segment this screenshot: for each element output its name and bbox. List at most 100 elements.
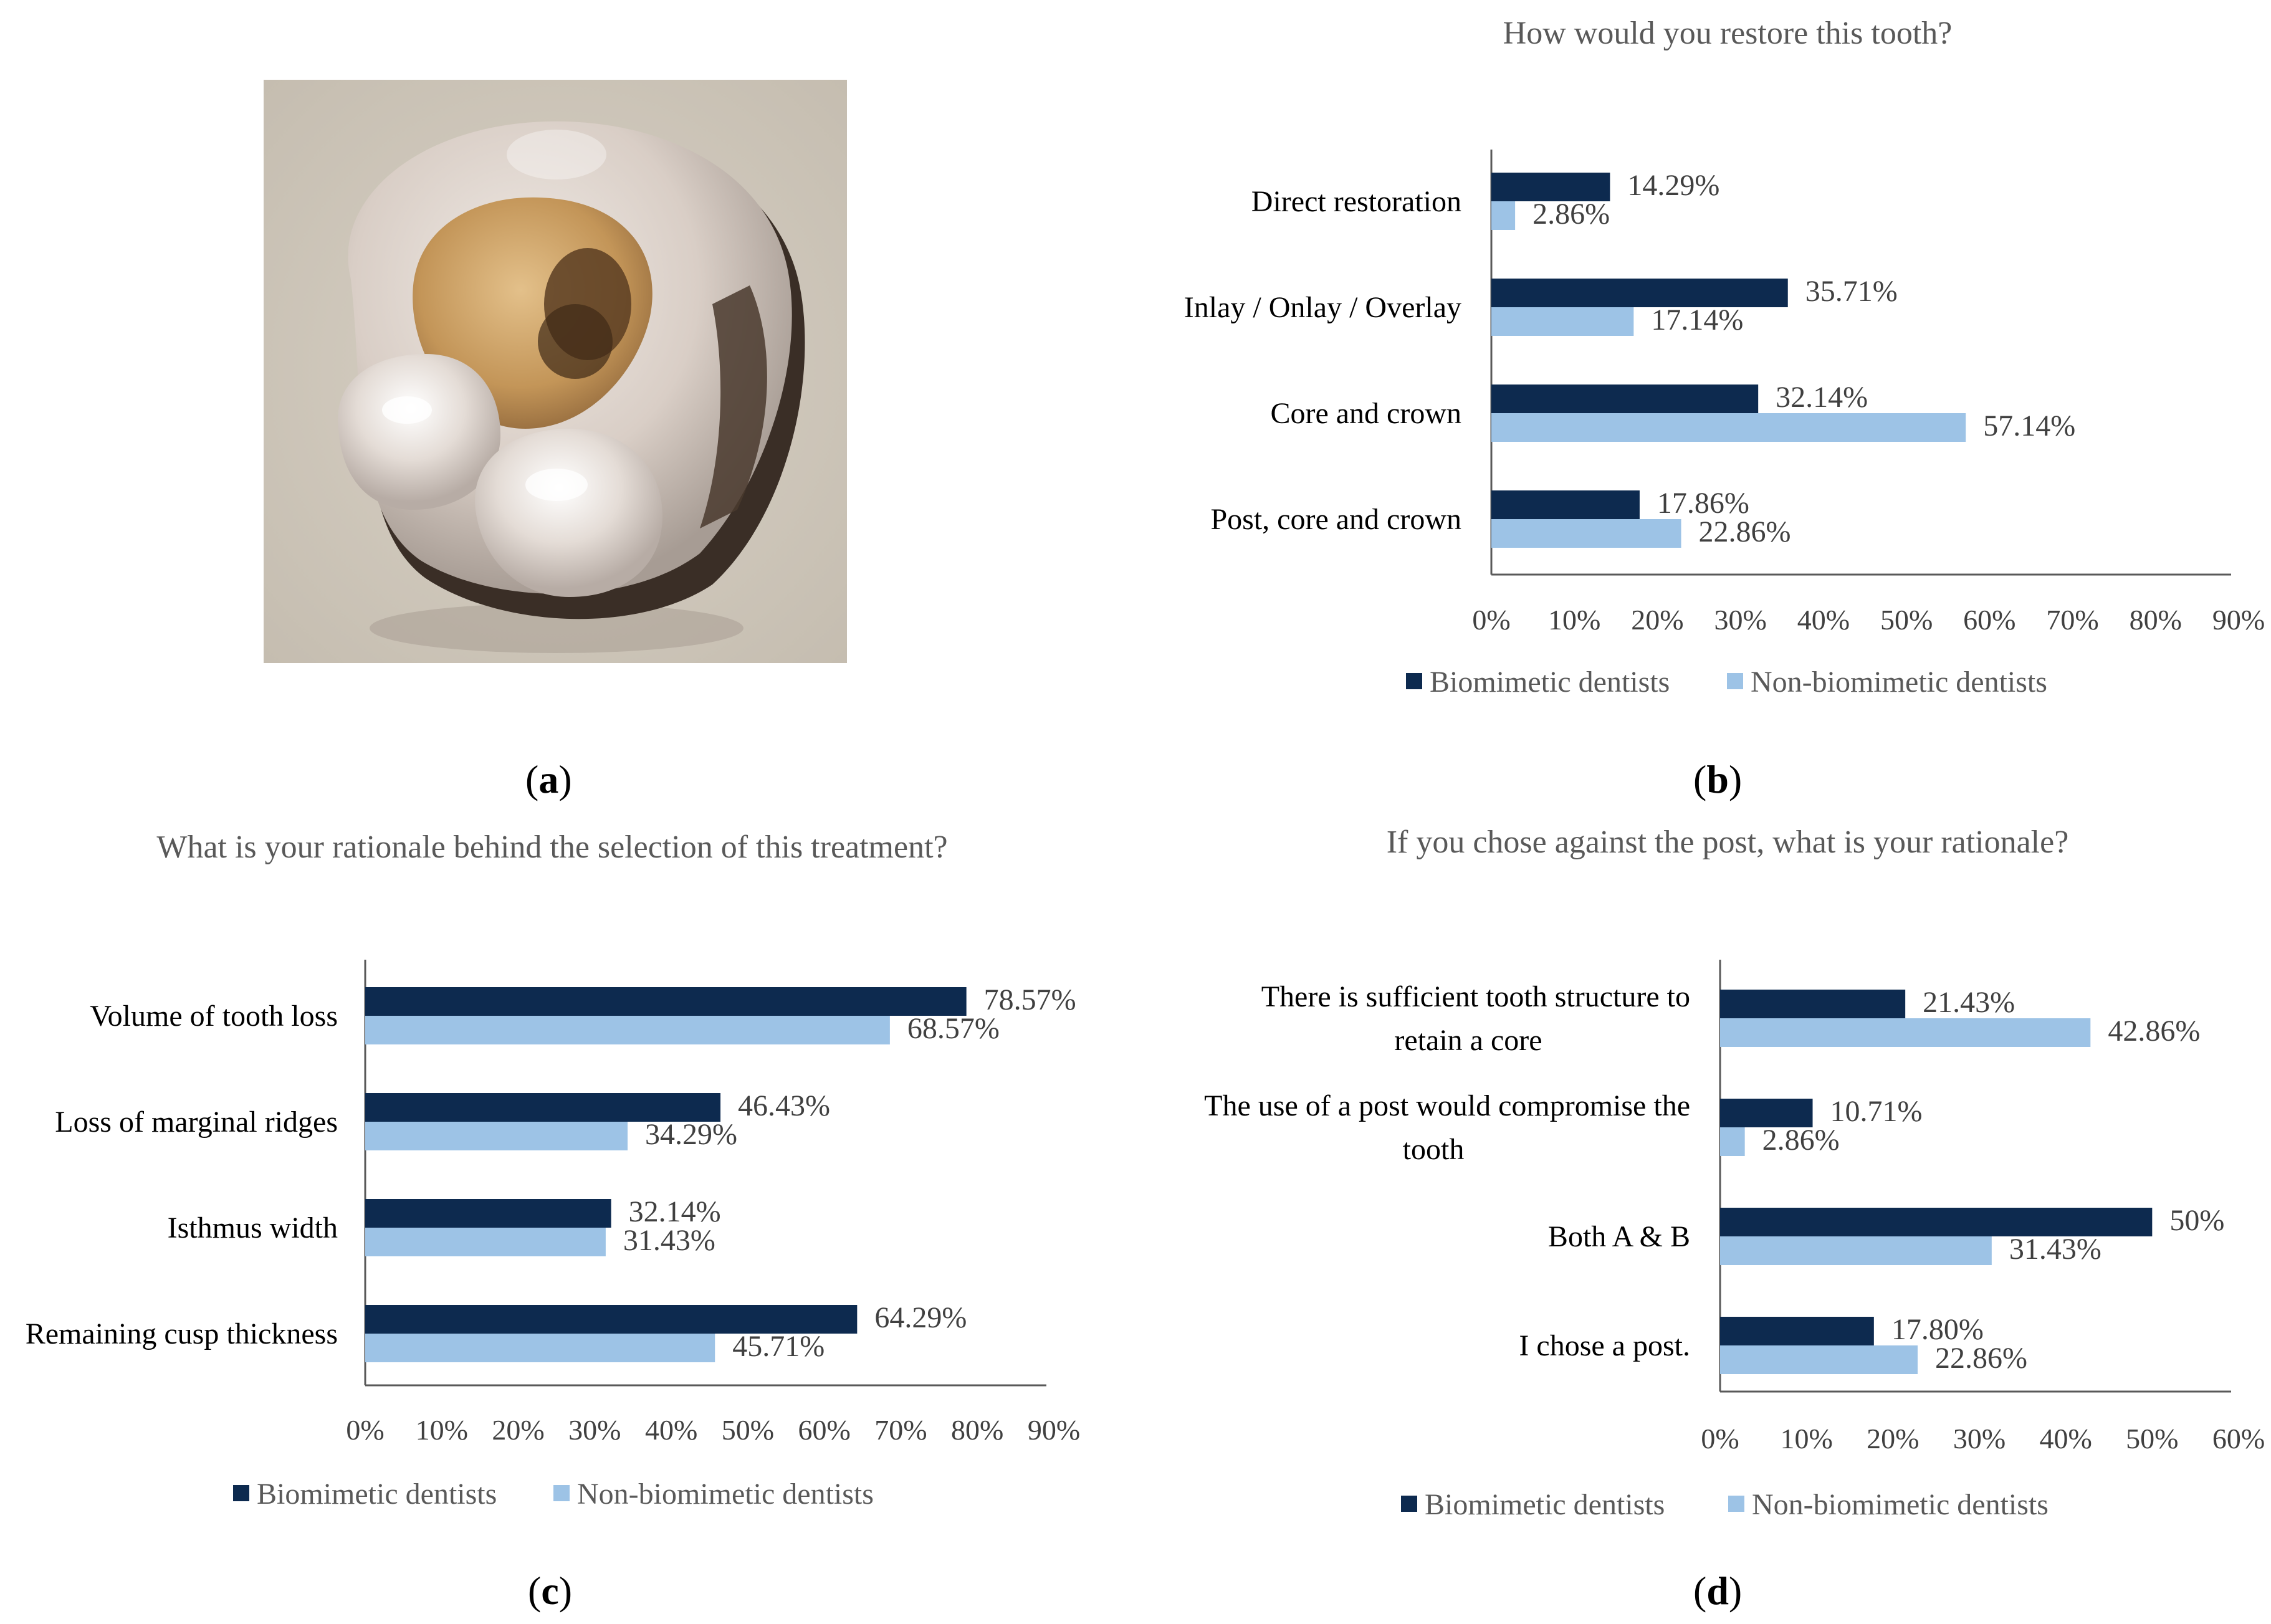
chart-b-bar-non-biomimetic	[1491, 519, 1681, 548]
chart-c-data-label: 64.29%	[874, 1301, 967, 1334]
chart-c-legend-swatch-non-biomimetic	[553, 1485, 570, 1501]
chart-d-legend-label: Non-biomimetic dentists	[1752, 1488, 2049, 1521]
tooth-photo	[264, 80, 847, 663]
chart-b-category-label: Direct restoration	[1251, 185, 1461, 218]
chart-d-data-label: 21.43%	[1923, 986, 2015, 1019]
panel-label-b: (b)	[1693, 757, 1743, 801]
chart-b-x-tick: 20%	[1631, 604, 1683, 636]
chart-c-x-tick: 70%	[874, 1414, 927, 1446]
chart-c-data-label: 32.14%	[629, 1195, 721, 1228]
chart-b-bar-non-biomimetic	[1491, 307, 1634, 336]
chart-c-data-label: 31.43%	[623, 1224, 715, 1257]
chart-b-x-tick: 50%	[1880, 604, 1933, 636]
chart-b-category-label: Post, core and crown	[1210, 503, 1461, 536]
chart-d-data-label: 10.71%	[1830, 1095, 1923, 1128]
chart-b-data-label: 32.14%	[1776, 381, 1868, 414]
chart-c-data-label: 78.57%	[984, 983, 1076, 1016]
chart-b-legend-label: Biomimetic dentists	[1430, 666, 1670, 699]
chart-b-x-tick: 70%	[2046, 604, 2098, 636]
chart-d-x-tick: 40%	[2040, 1423, 2092, 1454]
chart-c-legend-swatch-biomimetic	[233, 1485, 249, 1501]
chart-d-category-label: retain a core	[1394, 1024, 1542, 1057]
chart-d-legend-label: Biomimetic dentists	[1425, 1488, 1665, 1521]
chart-d-data-label: 31.43%	[2009, 1233, 2101, 1266]
chart-b-data-label: 17.86%	[1657, 487, 1749, 520]
chart-c-legend-label: Biomimetic dentists	[257, 1478, 497, 1511]
chart-d-data-label: 2.86%	[1762, 1124, 1840, 1157]
chart-c-category-label: Remaining cusp thickness	[26, 1317, 338, 1350]
chart-c-category-label: Isthmus width	[168, 1211, 338, 1244]
chart-b-bar-biomimetic	[1491, 490, 1640, 519]
chart-b-data-label: 22.86%	[1699, 515, 1791, 548]
chart-d-x-tick: 10%	[1781, 1423, 1833, 1454]
chart-d-x-tick: 60%	[2212, 1423, 2265, 1454]
chart-c-x-tick: 80%	[951, 1414, 1003, 1446]
chart-d-legend-swatch-biomimetic	[1401, 1496, 1417, 1512]
chart-b-bar-biomimetic	[1491, 385, 1759, 413]
panel-label-a: (a)	[525, 757, 572, 801]
chart-b-bar-biomimetic	[1491, 173, 1610, 201]
chart-b-data-label: 2.86%	[1532, 198, 1610, 231]
chart-c-bar-biomimetic	[365, 1305, 858, 1334]
chart-c-x-tick: 0%	[346, 1414, 384, 1446]
chart-b-legend-swatch-non-biomimetic	[1727, 673, 1743, 689]
chart-c-category-label: Loss of marginal ridges	[55, 1106, 338, 1139]
chart-b-bar-non-biomimetic	[1491, 201, 1516, 230]
chart-b-legend-label: Non-biomimetic dentists	[1751, 666, 2047, 699]
chart-c-category-label: Volume of tooth loss	[90, 1000, 338, 1033]
chart-c-x-tick: 60%	[798, 1414, 851, 1446]
chart-b-title: How would you restore this tooth?	[1503, 16, 1953, 51]
chart-d-bar-non-biomimetic	[1720, 1127, 1745, 1156]
chart-c-data-label: 45.71%	[732, 1330, 825, 1363]
chart-d-x-tick: 30%	[1953, 1423, 2006, 1454]
chart-c-title: What is your rationale behind the select…	[156, 829, 947, 865]
chart-c-x-tick: 90%	[1028, 1414, 1080, 1446]
chart-b-bar-biomimetic	[1491, 279, 1788, 307]
chart-d-bar-biomimetic	[1720, 990, 1906, 1018]
chart-b-category-label: Core and crown	[1270, 397, 1461, 430]
chart-b-legend-swatch-biomimetic	[1406, 673, 1422, 689]
chart-c-data-label: 46.43%	[738, 1089, 830, 1122]
chart-c-x-tick: 10%	[416, 1414, 468, 1446]
chart-b-data-label: 35.71%	[1805, 275, 1898, 308]
chart-c-bar-non-biomimetic	[365, 1122, 628, 1150]
chart-c-data-label: 34.29%	[645, 1118, 737, 1151]
chart-b-x-tick: 30%	[1714, 604, 1767, 636]
chart-d-category-label: There is sufficient tooth structure to	[1261, 980, 1690, 1013]
chart-d-data-label: 50%	[2169, 1204, 2224, 1237]
chart-b-data-label: 14.29%	[1627, 169, 1719, 202]
chart-d-x-tick: 50%	[2126, 1423, 2178, 1454]
chart-b-category-label: Inlay / Onlay / Overlay	[1184, 291, 1461, 324]
chart-c-bar-non-biomimetic	[365, 1016, 890, 1044]
chart-d-category-label: The use of a post would compromise the	[1204, 1089, 1690, 1122]
chart-b-x-tick: 40%	[1797, 604, 1850, 636]
chart-d-bar-non-biomimetic	[1720, 1345, 1918, 1374]
chart-c-bar-biomimetic	[365, 1199, 611, 1228]
chart-d-bar-non-biomimetic	[1720, 1236, 1992, 1265]
chart-c-bar-biomimetic	[365, 987, 967, 1016]
chart-d-legend-swatch-non-biomimetic	[1728, 1496, 1744, 1512]
chart-b-data-label: 57.14%	[1983, 409, 2075, 442]
panel-label-c: (c)	[528, 1569, 573, 1613]
chart-d-bar-non-biomimetic	[1720, 1018, 2091, 1047]
chart-b-data-label: 17.14%	[1651, 303, 1743, 337]
chart-b-x-tick: 10%	[1548, 604, 1600, 636]
chart-d-bar-biomimetic	[1720, 1208, 2153, 1236]
panel-label-d: (d)	[1693, 1569, 1743, 1613]
chart-d-category-label: Both A & B	[1548, 1220, 1690, 1253]
chart-b-x-tick: 60%	[1963, 604, 2015, 636]
chart-d-bar-biomimetic	[1720, 1099, 1813, 1127]
chart-d-title: If you chose against the post, what is y…	[1387, 824, 2069, 860]
chart-c-x-tick: 30%	[568, 1414, 621, 1446]
chart-c-bar-non-biomimetic	[365, 1228, 606, 1256]
chart-c-data-label: 68.57%	[907, 1012, 1000, 1045]
chart-c-x-tick: 20%	[492, 1414, 544, 1446]
chart-d-data-label: 17.80%	[1891, 1313, 1984, 1346]
chart-c-bar-non-biomimetic	[365, 1334, 715, 1362]
chart-d-data-label: 22.86%	[1935, 1342, 2027, 1375]
chart-c-bar-biomimetic	[365, 1093, 721, 1122]
chart-d-category-label: tooth	[1403, 1133, 1465, 1166]
chart-b-x-tick: 90%	[2212, 604, 2265, 636]
chart-d-x-tick: 0%	[1701, 1423, 1739, 1454]
